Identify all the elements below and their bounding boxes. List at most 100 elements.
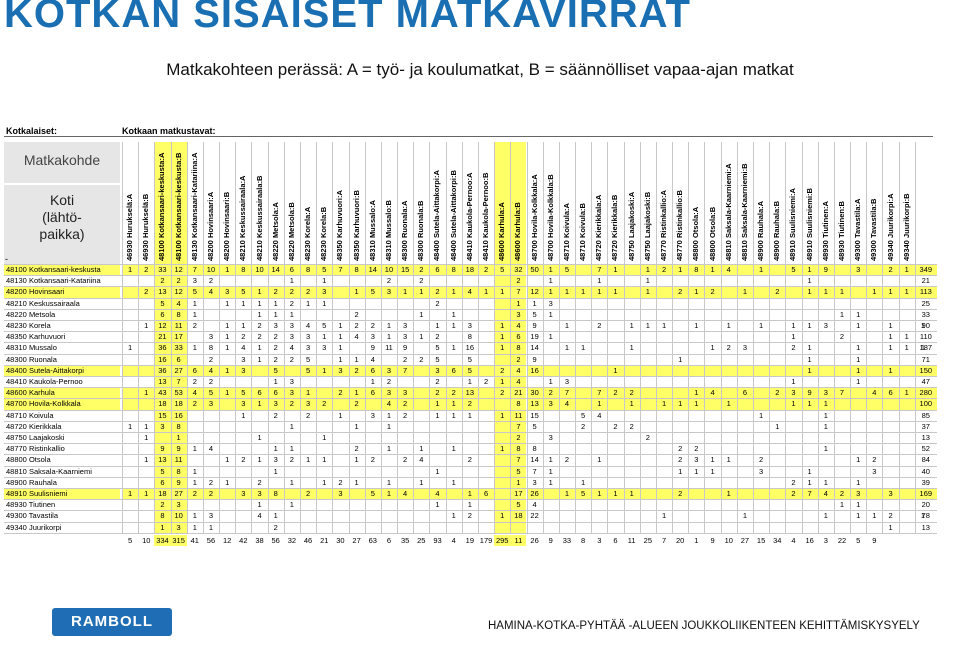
table-cell [235,443,251,454]
table-cell [187,410,203,421]
table-cell [607,410,623,421]
table-cell: 2 [413,264,430,276]
grid-line [494,142,496,533]
table-cell: 3 [208,332,214,342]
grid-line [623,142,625,533]
table-cell [251,443,267,454]
column-header: 48210 Keskussairaala:B [251,142,267,264]
column-header: 48200 Hovinsaari:B [219,142,235,264]
table-cell [640,454,656,465]
table-cell [316,421,332,432]
column-header-label: 48210 Keskussairaala:B [254,175,264,261]
table-cell: 1 [122,264,139,276]
table-cell [640,499,656,510]
column-total: 5 [128,535,133,545]
table-cell: 11 [170,454,187,466]
table-cell: 2 [623,387,640,399]
table-cell: 1 [623,488,640,500]
column-header: 49300 Tavastila:B [866,142,882,264]
column-header: 48400 Sutela-Aittakorpi:A [429,142,445,264]
table-cell: 1 [597,455,602,465]
table-cell: 3 [542,398,559,410]
table-row: 48810 Saksala-Kaarniemi 5 8 1 1 1 5 7 1 1 1 1 3 1 3 40 [4,465,959,477]
table-cell: 10 [202,264,220,276]
table-cell: 3 [289,332,294,342]
row-total: 39 [921,477,930,487]
table-cell [543,443,559,454]
table-cell [122,410,138,421]
table-cell [720,387,737,399]
table-cell [898,398,915,410]
table-cell [802,376,818,387]
grid-line [461,142,463,533]
table-cell [899,443,915,454]
table-cell: 1 [839,500,845,510]
table-cell [542,364,559,376]
table-cell [494,521,511,533]
table-cell [462,275,478,286]
table-cell [235,477,251,488]
table-cell: 1 [678,354,683,364]
table-cell: 1 [299,387,317,399]
table-cell [640,477,656,488]
row-label: 48900 Rauhala [6,477,57,487]
table-cell: 1 [225,455,230,465]
table-cell [203,466,219,477]
table-cell [478,499,494,510]
table-cell [365,510,381,521]
table-cell: 3 [208,511,214,521]
table-cell [607,298,623,309]
table-cell: 1 [494,320,511,332]
table-cell [753,309,769,320]
table-cell: 15 [154,409,171,421]
table-cell: 2 [429,286,446,298]
column-header-label: 46930 Hurukselä:A [125,193,135,261]
table-cell [316,387,333,399]
destination-header: Kotkaan matkustavat: [122,126,216,136]
table-cell: 9 [170,476,187,488]
table-cell [899,454,915,465]
table-cell [316,410,332,421]
table-cell: 5 [575,488,592,500]
table-cell: 3 [548,433,553,442]
grid-line [445,142,447,533]
table-cell [769,320,785,331]
grid-line [4,364,937,366]
table-cell [219,354,235,365]
table-cell [672,309,688,320]
table-cell: 2 [769,286,786,298]
table-cell [349,275,365,286]
table-cell: 1 [305,298,311,308]
column-header-label: 48410 Kaukola-Pernoo:B [481,172,491,261]
table-cell [478,298,494,309]
grid-line [4,320,937,321]
table-cell: 1 [548,377,553,386]
table-cell [591,522,607,533]
table-cell [591,376,607,387]
table-cell [543,354,559,365]
grid-line [672,142,674,533]
table-cell [818,354,834,365]
table-cell [397,499,413,510]
table-cell [721,443,737,454]
table-row: 48350 Karhuvuori 21 17 3 1 2 2 2 3 3 1 1 4 3 1 3 1 2 8 1 6 19… [4,331,959,343]
table-cell: 3 [823,321,828,330]
table-cell [429,443,445,454]
table-cell [365,275,381,286]
table-cell: 13 [526,398,543,410]
column-header-label: 48130 Kotkansaari-Katariina:A [189,152,199,261]
table-cell: 2 [888,511,893,521]
grid-line [898,142,900,533]
column-total: 10 [142,535,151,545]
table-cell [866,443,882,454]
table-cell: 1 [467,500,472,510]
table-cell: 2 [138,286,155,298]
table-cell: 3 [273,321,278,330]
table-cell: 1 [898,387,915,399]
table-cell [640,410,656,421]
table-cell [834,376,850,387]
table-cell [478,342,494,353]
table-cell: 6 [283,264,300,276]
table-cell [656,454,672,465]
table-cell: 4 [510,364,527,376]
